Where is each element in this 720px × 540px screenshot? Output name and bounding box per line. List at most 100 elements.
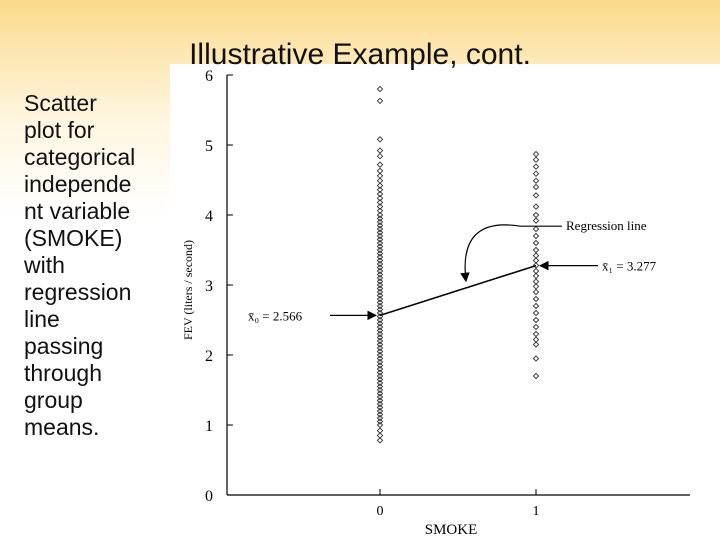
data-point xyxy=(376,278,384,285)
data-point xyxy=(376,85,384,93)
data-point xyxy=(532,246,540,254)
data-point xyxy=(532,183,540,191)
data-point xyxy=(532,170,540,177)
data-point xyxy=(376,309,384,317)
slide-body-text: Scatter plot for categorical independe n… xyxy=(24,90,136,440)
data-point xyxy=(376,306,384,313)
data-point xyxy=(376,421,384,429)
data-point xyxy=(376,190,384,198)
data-point xyxy=(532,232,540,240)
data-point xyxy=(376,199,384,206)
data-point xyxy=(376,246,384,254)
data-point xyxy=(532,225,540,233)
data-point xyxy=(376,330,384,338)
data-point xyxy=(376,376,384,383)
data-point xyxy=(532,372,540,380)
annotation-regression-label: Regression line xyxy=(566,218,647,233)
data-point xyxy=(376,351,384,359)
x-tick-label: 1 xyxy=(533,504,540,519)
data-point xyxy=(376,320,384,327)
data-point xyxy=(376,203,384,210)
x-tick-label: 0 xyxy=(377,504,384,519)
data-point xyxy=(376,218,384,226)
data-point xyxy=(376,400,384,408)
data-point xyxy=(376,253,384,261)
data-point xyxy=(376,397,384,404)
data-point xyxy=(376,215,384,222)
regression-line xyxy=(379,264,537,317)
data-point xyxy=(376,211,384,219)
data-point xyxy=(376,393,384,401)
data-point xyxy=(376,260,384,268)
y-tick-label: 2 xyxy=(205,348,213,365)
data-point xyxy=(376,358,384,366)
data-point xyxy=(376,186,384,194)
data-point xyxy=(376,369,384,376)
data-point xyxy=(532,150,540,158)
annotation-regression-arrow xyxy=(460,224,562,283)
scatter-figure: 0 1 2 3 4 5 6 0 1 FEV (liters / second) SMOKE R… xyxy=(170,64,720,540)
data-point xyxy=(376,243,384,250)
data-point xyxy=(376,281,384,289)
data-point xyxy=(376,327,384,334)
data-point xyxy=(376,229,384,236)
data-point xyxy=(376,97,384,105)
data-point xyxy=(376,379,384,387)
data-point xyxy=(376,341,384,348)
data-point xyxy=(376,250,384,257)
data-point xyxy=(532,355,540,362)
data-point xyxy=(376,152,384,160)
data-point xyxy=(376,386,384,394)
data-point xyxy=(532,177,540,184)
data-point xyxy=(532,323,540,331)
data-point xyxy=(376,383,384,390)
slide-title: Illustrative Example, cont. xyxy=(189,38,531,71)
data-point xyxy=(376,404,384,411)
data-point xyxy=(532,288,540,296)
data-point xyxy=(376,316,384,324)
data-point xyxy=(376,264,384,271)
data-point xyxy=(376,288,384,296)
data-point xyxy=(376,222,384,229)
data-point xyxy=(532,239,540,247)
y-tick-label: 4 xyxy=(205,208,213,225)
data-point xyxy=(376,323,384,331)
data-point xyxy=(376,194,384,202)
data-point xyxy=(532,309,540,317)
data-point xyxy=(376,207,384,215)
data-point xyxy=(532,341,540,348)
data-point xyxy=(376,271,384,278)
y-tick-label: 6 xyxy=(205,68,213,85)
data-point xyxy=(532,163,540,170)
y-axis-label: FEV (liters / second) xyxy=(181,240,195,340)
data-point xyxy=(532,295,540,303)
data-point xyxy=(376,274,384,282)
data-point xyxy=(376,182,384,189)
data-point xyxy=(376,437,384,444)
data-point xyxy=(532,302,540,310)
data-point xyxy=(376,365,384,373)
y-tick-label: 1 xyxy=(205,418,213,435)
data-point xyxy=(376,232,384,240)
data-point xyxy=(376,418,384,425)
data-point xyxy=(376,285,384,292)
data-point xyxy=(376,295,384,303)
data-point xyxy=(532,217,540,224)
data-point xyxy=(376,411,384,418)
data-point xyxy=(376,299,384,306)
data-point xyxy=(532,316,540,324)
scatter-chart: 0 1 2 3 4 5 6 0 1 FEV (liters / second) SMOKE R… xyxy=(181,68,690,538)
data-point xyxy=(376,257,384,264)
data-point xyxy=(376,267,384,275)
data-point xyxy=(376,161,384,168)
x-axis-label: SMOKE xyxy=(425,522,478,538)
data-point xyxy=(532,330,540,338)
data-point xyxy=(376,225,384,233)
data-point xyxy=(532,156,540,163)
y-tick-label: 0 xyxy=(205,488,213,505)
data-point xyxy=(376,239,384,247)
y-tick-label: 3 xyxy=(205,278,213,295)
data-point xyxy=(376,136,384,143)
data-point xyxy=(376,355,384,362)
data-point xyxy=(376,292,384,299)
